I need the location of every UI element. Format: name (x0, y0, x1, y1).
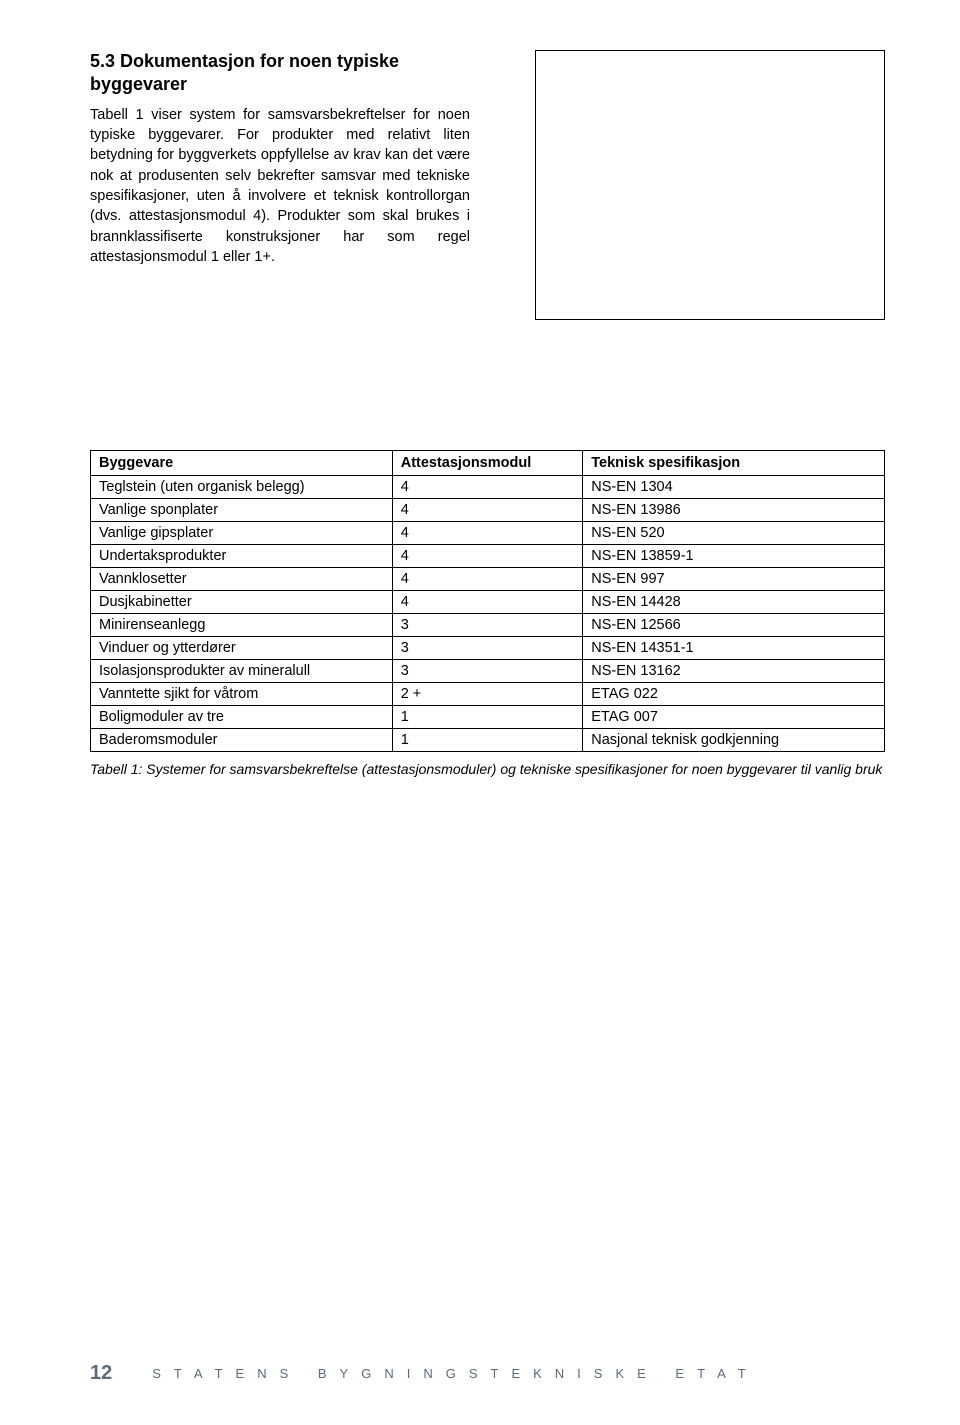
table-cell: ETAG 022 (583, 683, 885, 706)
table-header-row: Byggevare Attestasjonsmodul Teknisk spes… (91, 451, 885, 476)
table-row: Vinduer og ytterdører3NS-EN 14351-1 (91, 637, 885, 660)
section-heading: 5.3 Dokumentasjon for noen typiske bygge… (90, 50, 470, 97)
table-cell: NS-EN 13986 (583, 499, 885, 522)
table-row: Minirenseanlegg3NS-EN 12566 (91, 614, 885, 637)
table-row: Vanlige sponplater4NS-EN 13986 (91, 499, 885, 522)
table-cell: ETAG 007 (583, 706, 885, 729)
table-cell: 4 (392, 545, 583, 568)
table-cell: Vinduer og ytterdører (91, 637, 393, 660)
table-header-byggevare: Byggevare (91, 451, 393, 476)
page-footer: 12 STATENS BYGNINGSTEKNISKE ETAT (90, 1362, 885, 1385)
table-cell: NS-EN 13859-1 (583, 545, 885, 568)
table-cell: Isolasjonsprodukter av mineralull (91, 660, 393, 683)
table-cell: 4 (392, 476, 583, 499)
table-cell: NS-EN 12566 (583, 614, 885, 637)
table-cell: Minirenseanlegg (91, 614, 393, 637)
table-row: Boligmoduler av tre1ETAG 007 (91, 706, 885, 729)
table-cell: Vanntette sjikt for våtrom (91, 683, 393, 706)
table-cell: Vannklosetter (91, 568, 393, 591)
table-cell: NS-EN 14428 (583, 591, 885, 614)
table-row: Baderomsmoduler1Nasjonal teknisk godkjen… (91, 729, 885, 752)
table-row: Undertaksprodukter4NS-EN 13859-1 (91, 545, 885, 568)
table-cell: NS-EN 13162 (583, 660, 885, 683)
table-row: Isolasjonsprodukter av mineralull3NS-EN … (91, 660, 885, 683)
footer-organization: STATENS BYGNINGSTEKNISKE ETAT (152, 1366, 758, 1381)
table-cell: Baderomsmoduler (91, 729, 393, 752)
content-area: 5.3 Dokumentasjon for noen typiske bygge… (90, 50, 885, 320)
table-cell: NS-EN 14351-1 (583, 637, 885, 660)
table-cell: 3 (392, 614, 583, 637)
table-cell: NS-EN 520 (583, 522, 885, 545)
table-cell: 1 (392, 706, 583, 729)
table-cell: NS-EN 1304 (583, 476, 885, 499)
table-row: Vanlige gipsplater4NS-EN 520 (91, 522, 885, 545)
table-cell: 4 (392, 499, 583, 522)
table-caption: Tabell 1: Systemer for samsvarsbekreftel… (90, 760, 885, 779)
table-cell: Teglstein (uten organisk belegg) (91, 476, 393, 499)
table-row: Vannklosetter4NS-EN 997 (91, 568, 885, 591)
section-paragraph: Tabell 1 viser system for samsvarsbekref… (90, 105, 470, 267)
table-cell: NS-EN 997 (583, 568, 885, 591)
table-cell: 4 (392, 522, 583, 545)
table-header-spesifikasjon: Teknisk spesifikasjon (583, 451, 885, 476)
byggevare-table: Byggevare Attestasjonsmodul Teknisk spes… (90, 450, 885, 752)
table-cell: Boligmoduler av tre (91, 706, 393, 729)
table-container: Byggevare Attestasjonsmodul Teknisk spes… (90, 450, 885, 779)
page-number: 12 (90, 1362, 112, 1385)
text-column: 5.3 Dokumentasjon for noen typiske bygge… (90, 50, 470, 320)
table-row: Teglstein (uten organisk belegg)4NS-EN 1… (91, 476, 885, 499)
table-cell: 1 (392, 729, 583, 752)
table-cell: 3 (392, 660, 583, 683)
table-cell: 2 + (392, 683, 583, 706)
table-cell: Vanlige sponplater (91, 499, 393, 522)
table-cell: 4 (392, 591, 583, 614)
table-row: Dusjkabinetter4NS-EN 14428 (91, 591, 885, 614)
table-cell: Undertaksprodukter (91, 545, 393, 568)
table-cell: Nasjonal teknisk godkjenning (583, 729, 885, 752)
table-cell: Dusjkabinetter (91, 591, 393, 614)
table-cell: 3 (392, 637, 583, 660)
table-cell: Vanlige gipsplater (91, 522, 393, 545)
image-placeholder-box (535, 50, 885, 320)
table-row: Vanntette sjikt for våtrom2 +ETAG 022 (91, 683, 885, 706)
table-header-attestasjonsmodul: Attestasjonsmodul (392, 451, 583, 476)
table-cell: 4 (392, 568, 583, 591)
